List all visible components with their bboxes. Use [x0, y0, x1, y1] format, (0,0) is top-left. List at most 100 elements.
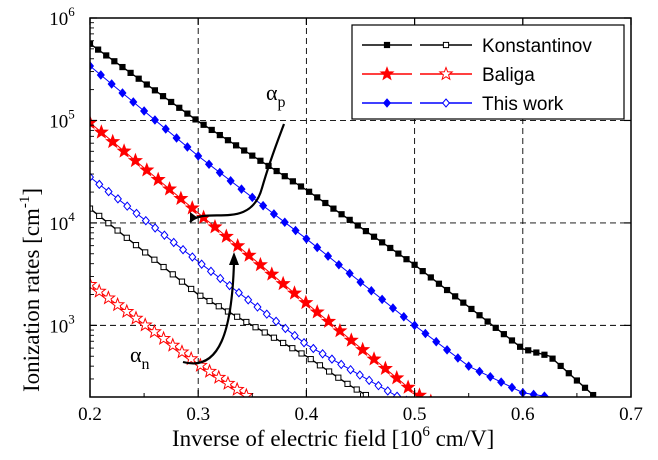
data-point — [174, 344, 190, 359]
data-point — [127, 69, 134, 76]
data-point — [90, 61, 95, 71]
data-point — [270, 334, 278, 341]
data-point — [326, 368, 333, 375]
data-point — [565, 370, 572, 377]
data-point — [362, 228, 370, 235]
legend-marker-filled — [379, 66, 395, 81]
data-point — [427, 274, 434, 281]
data-point — [387, 244, 394, 252]
data-point — [379, 239, 386, 246]
x-tick-label: 0.7 — [619, 404, 643, 425]
data-point — [484, 318, 491, 325]
data-point — [432, 336, 441, 347]
data-point — [194, 151, 203, 161]
data-point — [128, 310, 144, 325]
data-point — [269, 209, 278, 219]
data-point — [257, 157, 264, 164]
series-line — [90, 284, 248, 397]
data-point — [159, 93, 167, 100]
data-point — [388, 303, 398, 313]
data-point — [346, 364, 355, 375]
data-point — [234, 313, 241, 320]
data-point — [540, 391, 549, 397]
legend: Konstantinov Baliga This work — [351, 24, 625, 120]
data-point — [103, 52, 110, 59]
y-tick-label: 105 — [49, 106, 75, 132]
data-point — [132, 208, 141, 219]
data-point — [374, 380, 383, 391]
data-point — [306, 188, 313, 195]
data-point — [557, 362, 564, 370]
data-point — [146, 323, 162, 339]
data-point — [176, 104, 183, 111]
y-tick-label: 104 — [49, 209, 75, 235]
data-point — [93, 124, 109, 139]
data-point — [202, 363, 218, 378]
data-point — [169, 237, 178, 248]
data-point — [178, 244, 188, 255]
data-point — [105, 220, 112, 227]
data-point — [211, 369, 227, 384]
data-point — [355, 370, 364, 380]
data-point — [334, 259, 343, 270]
data-point — [346, 216, 353, 223]
data-point — [151, 256, 158, 263]
series-konstantinov-n — [90, 205, 370, 397]
data-point — [100, 290, 116, 305]
x-axis-title: Inverse of electric field [106 cm/V] — [172, 424, 494, 451]
annotations: αp αn — [130, 80, 286, 373]
data-point — [216, 131, 223, 139]
data-point — [330, 205, 337, 212]
annotation-alpha-p: αp — [266, 80, 286, 111]
x-tick-label: 0.3 — [186, 404, 210, 425]
data-point — [229, 381, 245, 396]
data-point — [356, 277, 365, 287]
data-point — [173, 190, 189, 205]
data-point — [237, 184, 246, 194]
data-point — [119, 303, 135, 319]
data-point — [218, 228, 234, 243]
data-point — [192, 116, 199, 123]
data-point — [272, 316, 281, 327]
data-point — [184, 110, 191, 117]
data-point — [403, 256, 410, 263]
data-point — [476, 312, 483, 319]
data-point — [486, 372, 495, 382]
data-point — [290, 330, 299, 341]
data-point — [172, 133, 181, 143]
data-point — [123, 201, 132, 211]
legend-marker-open — [441, 98, 451, 108]
data-point — [119, 63, 126, 71]
data-point — [516, 343, 524, 350]
data-point — [529, 389, 538, 397]
data-point — [200, 121, 207, 128]
data-point — [289, 178, 296, 185]
series-baliga-p — [90, 114, 433, 397]
data-point — [313, 242, 322, 253]
series-this-work-n — [90, 172, 438, 416]
data-point — [443, 345, 452, 355]
legend-label: Baliga — [482, 65, 535, 86]
data-point — [299, 337, 309, 348]
data-point — [541, 351, 548, 358]
data-point — [135, 75, 142, 82]
axis-ticks: 0.2 0.3 0.4 0.5 0.6 0.7 103 104 105 106 — [49, 4, 643, 425]
data-point — [129, 97, 138, 107]
data-point — [492, 324, 499, 331]
legend-entry-this-work: This work — [362, 94, 564, 115]
data-point — [431, 408, 438, 416]
legend-label: This work — [482, 94, 564, 115]
data-point — [435, 280, 443, 287]
data-point — [241, 247, 257, 262]
data-point — [249, 152, 256, 159]
data-point — [95, 179, 104, 190]
data-point — [452, 293, 459, 300]
alpha-n-arrowhead — [229, 252, 239, 265]
data-point — [353, 386, 360, 393]
data-point — [123, 234, 130, 241]
data-point — [468, 305, 475, 313]
data-point — [169, 271, 176, 278]
data-point — [500, 331, 507, 338]
series-this-work-p — [90, 61, 550, 397]
data-point — [137, 317, 153, 332]
